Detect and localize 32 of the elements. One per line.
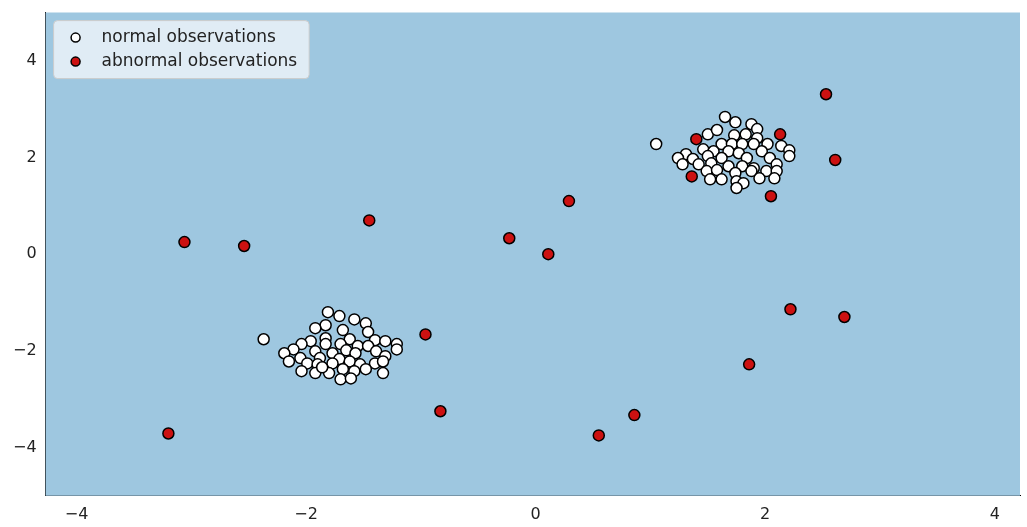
point — [178, 235, 191, 249]
point — [237, 239, 251, 253]
x-tick-label: 2 — [760, 503, 771, 523]
point — [742, 358, 756, 371]
point — [419, 328, 432, 341]
legend-label: normal observations — [101, 26, 277, 47]
y-tick-label: −4 — [12, 436, 37, 456]
point — [542, 247, 555, 261]
x-tick-label: −2 — [294, 503, 318, 523]
point — [434, 404, 447, 418]
y-tick-label: 4 — [26, 50, 37, 70]
point — [784, 303, 797, 316]
y-tick-label: 2 — [26, 146, 37, 166]
point — [592, 429, 606, 442]
x-tick-label: 0 — [530, 503, 541, 523]
y-tick-label: −2 — [12, 340, 37, 359]
point — [764, 189, 778, 203]
point — [162, 427, 175, 440]
point — [685, 170, 698, 183]
legend-label: abnormal observations — [101, 50, 298, 71]
x-tick-label: 4 — [989, 503, 1000, 523]
x-tick-label: −4 — [64, 503, 89, 523]
y-tick-label: 0 — [26, 243, 37, 263]
point — [838, 310, 851, 324]
point — [503, 232, 516, 245]
point — [562, 194, 576, 208]
point — [828, 153, 842, 167]
point — [362, 214, 376, 227]
point — [819, 88, 833, 101]
point — [628, 408, 641, 422]
point — [690, 132, 703, 146]
point — [773, 128, 787, 141]
